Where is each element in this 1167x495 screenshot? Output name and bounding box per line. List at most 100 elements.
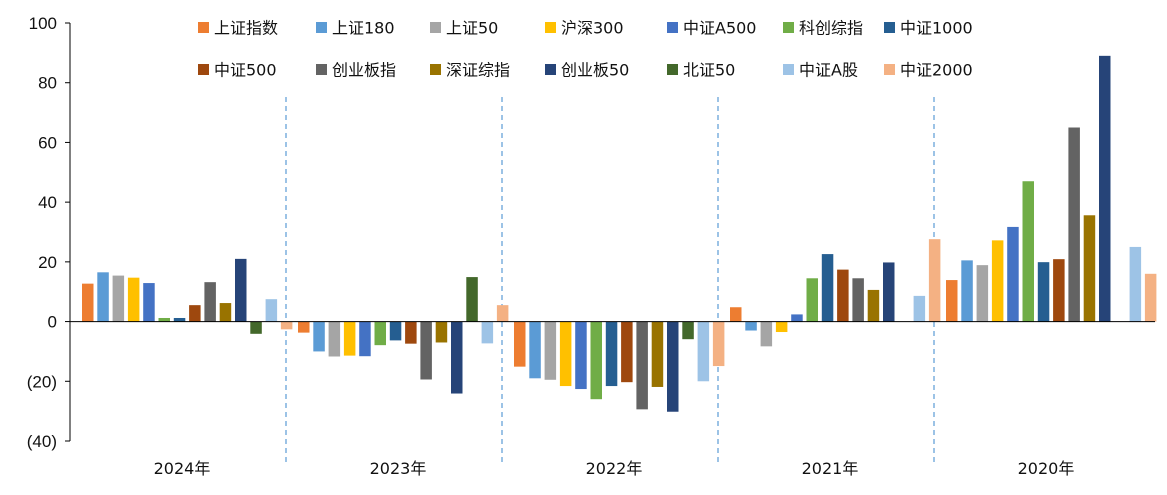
- bar: [1022, 181, 1034, 322]
- bar: [405, 321, 417, 344]
- plot-area: [285, 97, 935, 466]
- legend-label: 创业板指: [332, 61, 396, 80]
- bar: [976, 265, 989, 322]
- bar: [1099, 55, 1111, 322]
- bar: [451, 321, 463, 394]
- bar: [621, 321, 633, 383]
- bar: [389, 321, 402, 341]
- bar: [991, 240, 1004, 322]
- bar: [374, 321, 386, 346]
- legend-swatch: [783, 22, 794, 33]
- legend-label: 上证指数: [214, 19, 278, 38]
- bar: [712, 321, 725, 367]
- legend-label: 上证50: [446, 19, 498, 38]
- legend-swatch: [430, 22, 441, 33]
- bar: [821, 254, 834, 322]
- bar: [496, 305, 509, 322]
- legend-label: 科创综指: [799, 19, 863, 38]
- x-category-label: 2020年: [1018, 459, 1075, 478]
- bar: [298, 321, 310, 333]
- bar: [730, 307, 742, 322]
- legend-swatch: [198, 22, 209, 33]
- bar: [158, 317, 170, 322]
- bar: [682, 321, 694, 340]
- bar: [1037, 262, 1050, 322]
- bar: [837, 269, 849, 322]
- bar: [946, 280, 958, 322]
- legend-swatch: [316, 64, 327, 75]
- legend-label: 深证综指: [446, 61, 510, 80]
- bar: [481, 321, 494, 344]
- bar: [313, 321, 325, 352]
- bar: [328, 321, 341, 357]
- bar: [559, 321, 572, 387]
- legend-label: 上证180: [332, 19, 395, 38]
- x-category-label: 2021年: [802, 459, 859, 478]
- legend-swatch: [667, 22, 678, 33]
- y-tick-label: 40: [38, 193, 57, 212]
- legend-label: 北证50: [683, 61, 735, 80]
- bar: [435, 321, 448, 343]
- y-tick-label: 20: [38, 253, 57, 272]
- bar: [219, 303, 232, 322]
- bar: [1144, 273, 1157, 322]
- y-tick-label: 60: [38, 133, 57, 152]
- legend-label: 中证A500: [683, 19, 757, 38]
- legend-label: 中证2000: [900, 61, 973, 80]
- bar: [466, 277, 478, 322]
- bar: [760, 321, 773, 347]
- bar: [667, 321, 679, 412]
- legend-swatch: [667, 64, 678, 75]
- legend-label: 创业板50: [561, 61, 629, 80]
- legend-swatch: [884, 22, 895, 33]
- bar: [651, 321, 664, 387]
- bar: [590, 321, 602, 400]
- bar: [636, 321, 648, 410]
- bar: [82, 283, 94, 322]
- bar: [1083, 215, 1096, 322]
- bar: [575, 321, 587, 390]
- legend-label: 沪深300: [561, 19, 624, 38]
- legend-label: 中证500: [214, 61, 277, 80]
- bar: [697, 321, 710, 382]
- legend-swatch: [198, 64, 209, 75]
- bar: [544, 321, 557, 380]
- bar: [420, 321, 432, 380]
- bar: [1129, 246, 1142, 322]
- legend-swatch: [430, 64, 441, 75]
- bar: [883, 262, 895, 322]
- x-category-label: 2023年: [370, 459, 427, 478]
- bar: [204, 282, 216, 322]
- y-tick-label: 100: [29, 14, 57, 33]
- bar: [127, 277, 140, 322]
- legend: 上证指数 上证180 上证50 沪深300 中证A500 科创综指 中证1000 中证500 创…: [198, 19, 973, 80]
- bar: [143, 283, 155, 322]
- legend-swatch: [884, 64, 895, 75]
- bar: [173, 317, 186, 322]
- bar: [791, 314, 803, 322]
- bar: [343, 321, 356, 356]
- x-category-label: 2024年: [154, 459, 211, 478]
- bar: [867, 289, 880, 322]
- y-tick-label: 80: [38, 74, 57, 93]
- legend-swatch: [545, 22, 556, 33]
- bar: [529, 321, 541, 379]
- bar: [97, 272, 109, 322]
- bar: [189, 305, 201, 322]
- y-tick-label: 0: [48, 313, 57, 332]
- bar: [359, 321, 371, 357]
- bar: [806, 278, 818, 322]
- axes: (40) (20) 0 20 40 60 80 100 2024年 2023年 2022年 2021年…: [27, 14, 1155, 478]
- bar: [112, 275, 125, 322]
- bar: [961, 260, 973, 322]
- legend-label: 中证A股: [799, 61, 858, 80]
- bars: [82, 55, 1157, 412]
- bar: [775, 321, 788, 333]
- y-tick-label: (20): [27, 372, 57, 391]
- legend-swatch: [783, 64, 794, 75]
- bar: [280, 321, 293, 330]
- bar: [852, 278, 864, 322]
- bar: [235, 258, 247, 322]
- bar: [250, 321, 262, 334]
